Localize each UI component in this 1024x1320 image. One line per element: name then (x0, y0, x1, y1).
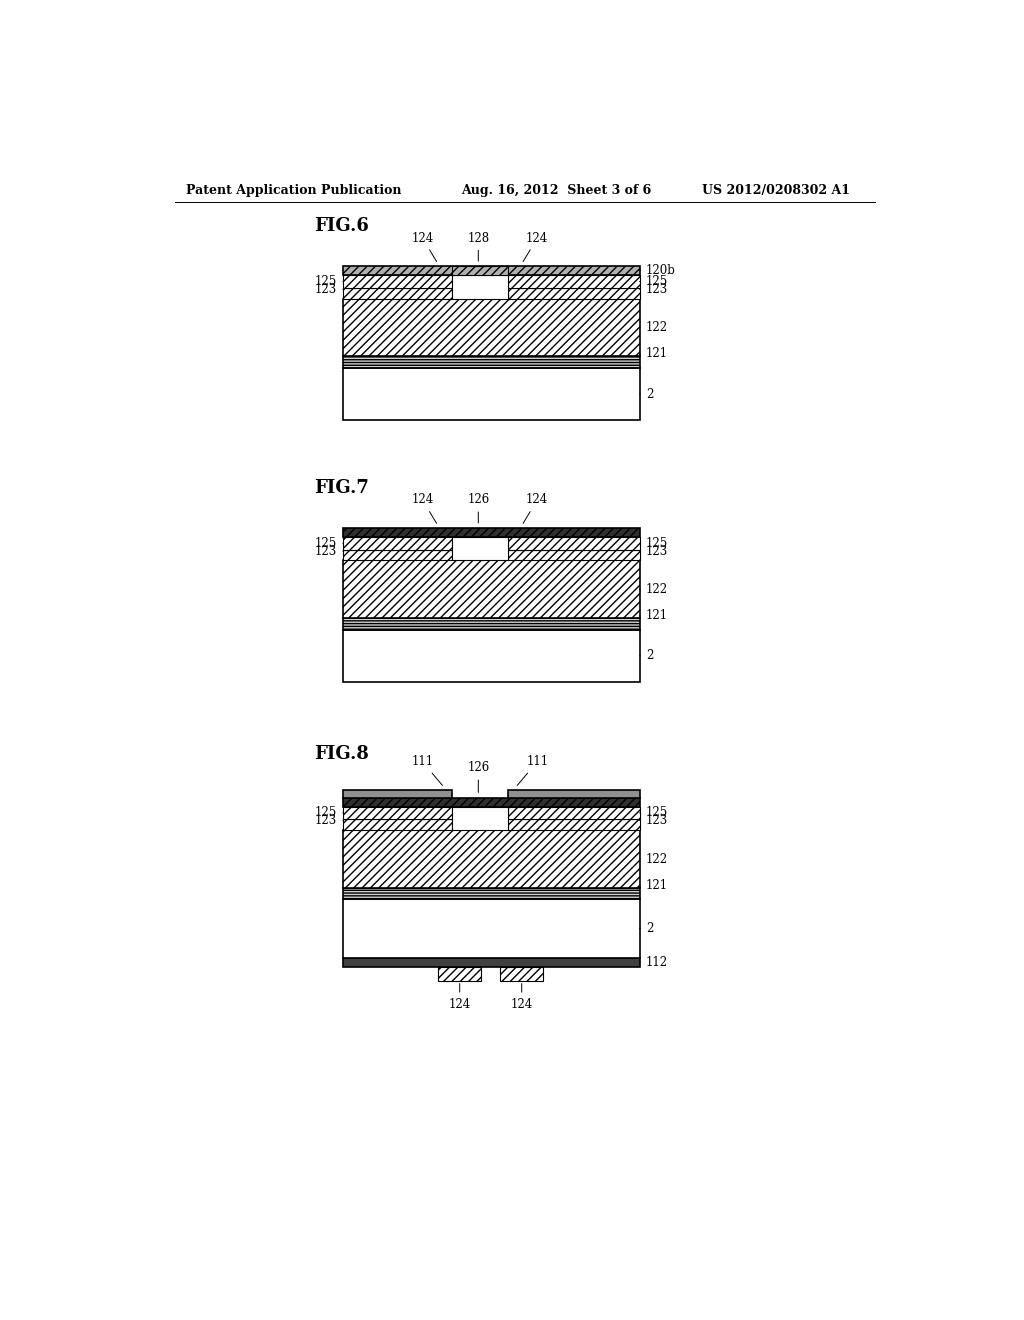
Bar (343, 561, 640, 618)
Text: FIG.8: FIG.8 (314, 744, 369, 763)
Text: 124: 124 (412, 494, 436, 523)
Text: 125: 125 (640, 537, 668, 550)
Bar (343, 276, 452, 288)
Text: 125: 125 (640, 807, 668, 820)
Bar (343, 356, 640, 368)
Text: 122: 122 (640, 853, 668, 866)
Text: 121: 121 (640, 879, 668, 892)
Bar (343, 830, 640, 887)
Bar (343, 630, 640, 682)
Text: 123: 123 (315, 282, 343, 296)
Bar (452, 807, 508, 830)
Bar (343, 887, 640, 899)
Text: 124: 124 (412, 231, 436, 261)
Text: 123: 123 (640, 282, 668, 296)
Text: 125: 125 (315, 275, 343, 288)
Bar (508, 537, 640, 549)
Text: 125: 125 (640, 275, 668, 288)
Text: 125: 125 (315, 807, 343, 820)
Bar (343, 958, 640, 966)
Text: FIG.6: FIG.6 (314, 218, 369, 235)
Bar (343, 528, 640, 537)
Bar (343, 267, 640, 276)
Text: 124: 124 (523, 231, 548, 261)
Text: Aug. 16, 2012  Sheet 3 of 6: Aug. 16, 2012 Sheet 3 of 6 (461, 185, 651, 197)
Bar (343, 797, 640, 807)
Bar (500, 966, 544, 981)
Text: 2: 2 (640, 649, 653, 663)
Text: 121: 121 (640, 610, 668, 622)
Text: FIG.7: FIG.7 (314, 479, 369, 498)
Bar (343, 789, 452, 797)
Text: 128: 128 (467, 231, 489, 261)
Bar (508, 276, 640, 288)
Bar (452, 537, 508, 561)
Text: 122: 122 (640, 583, 668, 597)
Text: Patent Application Publication: Patent Application Publication (186, 185, 401, 197)
Text: 123: 123 (640, 814, 668, 828)
Text: 125: 125 (315, 537, 343, 550)
Bar (508, 807, 640, 818)
Bar (508, 818, 640, 830)
Bar (343, 807, 452, 818)
Text: 2: 2 (640, 921, 653, 935)
Bar (343, 899, 640, 958)
Bar (508, 789, 640, 797)
Bar (452, 267, 508, 276)
Text: 121: 121 (640, 347, 668, 360)
Bar (343, 298, 640, 356)
Text: 124: 124 (523, 494, 548, 523)
Text: US 2012/0208302 A1: US 2012/0208302 A1 (701, 185, 850, 197)
Text: 126: 126 (467, 494, 489, 523)
Bar (343, 537, 452, 549)
Text: 123: 123 (315, 814, 343, 828)
Text: 122: 122 (640, 321, 668, 334)
Text: 111: 111 (412, 755, 442, 785)
Bar (343, 818, 452, 830)
Bar (508, 549, 640, 561)
Text: 112: 112 (640, 956, 668, 969)
Bar (343, 618, 640, 630)
Bar (343, 288, 452, 298)
Text: 111: 111 (517, 755, 548, 785)
Bar (508, 288, 640, 298)
Text: 124: 124 (511, 983, 532, 1011)
Text: 120b: 120b (640, 264, 676, 277)
Bar (343, 368, 640, 420)
Bar (438, 966, 481, 981)
Bar (452, 276, 508, 298)
Text: 123: 123 (315, 545, 343, 557)
Bar (343, 549, 452, 561)
Text: 123: 123 (640, 545, 668, 557)
Text: 126: 126 (467, 762, 489, 792)
Text: 2: 2 (640, 388, 653, 400)
Text: 124: 124 (449, 983, 471, 1011)
